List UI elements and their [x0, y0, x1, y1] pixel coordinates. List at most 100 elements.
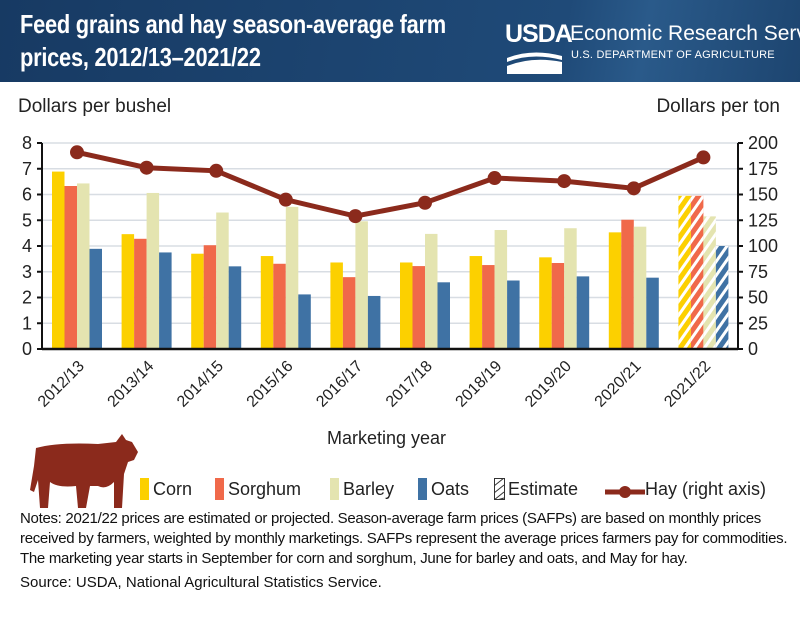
estimate-hatch — [678, 195, 691, 349]
x-tick-label: 2019/20 — [522, 358, 575, 411]
estimate-hatch — [715, 246, 729, 349]
x-tick-label: 2014/15 — [174, 358, 227, 411]
bar-barley — [633, 226, 647, 349]
bar-corn — [608, 232, 622, 349]
bar-oats — [228, 266, 242, 349]
bar-barley — [425, 233, 438, 349]
x-tick-label: 2020/21 — [592, 358, 645, 411]
y-tick-label-left: 6 — [22, 185, 32, 205]
y-tick-label-left: 1 — [22, 313, 32, 333]
legend-swatch — [330, 478, 339, 500]
x-tick-label: 2017/18 — [383, 358, 436, 411]
bar-oats — [646, 277, 659, 349]
bar-oats — [367, 295, 381, 349]
bar-corn — [539, 257, 552, 349]
bar-sorghum — [203, 245, 217, 349]
bar-corn — [400, 262, 413, 349]
bar-barley — [494, 230, 508, 349]
hay-point — [70, 145, 84, 160]
plot-area: 0 1 2 3 4 5 6 7 8 0 25 50 75 100 125 150 175 200 2012/13 20… — [22, 133, 778, 411]
legend-swatch — [140, 478, 149, 500]
legend-label: Sorghum — [228, 479, 302, 499]
bar-sorghum — [273, 263, 286, 349]
legend-barley: Barley — [330, 478, 394, 500]
x-tick-label: 2021/22 — [661, 358, 714, 411]
y-tick-label-right: 150 — [748, 185, 778, 205]
bar-oats — [437, 282, 450, 349]
y-tick-label-right: 125 — [748, 210, 778, 230]
bar-barley — [146, 192, 160, 349]
hay-point — [278, 192, 293, 207]
bar-sorghum — [621, 219, 634, 349]
y-tick-label-left: 4 — [22, 236, 32, 256]
bar-oats — [298, 294, 311, 349]
department-name: U.S. DEPARTMENT OF AGRICULTURE — [571, 49, 775, 61]
x-tick-label: 2016/17 — [313, 358, 366, 411]
legend-swatch — [418, 478, 427, 500]
legend-label: Hay (right axis) — [645, 479, 767, 499]
hay-point — [348, 209, 363, 224]
bar-corn — [121, 234, 135, 349]
x-tick-label: 2015/16 — [244, 358, 297, 411]
bar-corn — [52, 171, 65, 349]
bar-sorghum — [342, 277, 356, 349]
legend-estimate: Estimate — [494, 478, 578, 500]
agency-name: Economic Research Service — [570, 22, 800, 45]
y-tick-label-right: 0 — [748, 339, 758, 359]
bar-barley — [564, 228, 577, 349]
bar-barley — [355, 221, 368, 349]
hay-point — [557, 174, 572, 189]
y-tick-label-left: 5 — [22, 210, 32, 230]
y-tick-label-right: 50 — [748, 288, 768, 308]
estimate-hatch — [703, 216, 716, 349]
legend-oats: Oats — [418, 478, 469, 500]
bar-oats — [576, 276, 590, 349]
bar-corn — [330, 262, 343, 349]
estimate-hatch — [690, 195, 704, 349]
y-tick-label-left: 3 — [22, 262, 32, 282]
footer: Notes: 2021/22 prices are estimated or p… — [20, 509, 790, 593]
bar-barley — [285, 206, 299, 349]
hatch-swatch — [494, 478, 505, 500]
bar-sorghum — [64, 186, 77, 349]
x-tick-label: 2012/13 — [35, 358, 88, 411]
x-tick-label: 2018/19 — [453, 358, 506, 411]
y-tick-label-left: 0 — [22, 339, 32, 359]
y-tick-label-right: 75 — [748, 262, 768, 282]
y-tick-label-right: 25 — [748, 313, 768, 333]
bar-sorghum — [482, 265, 495, 349]
y-tick-label-right: 100 — [748, 236, 778, 256]
bar-sorghum — [551, 262, 565, 349]
bar-oats — [159, 252, 172, 349]
y-tick-label-left: 7 — [22, 159, 32, 179]
hay-line — [76, 149, 705, 219]
hay-point — [139, 160, 154, 175]
hay-point — [209, 163, 224, 178]
bar-corn — [191, 253, 204, 349]
legend-hay: Hay (right axis) — [605, 478, 766, 500]
legend-label: Corn — [153, 479, 193, 499]
notes: Notes: 2021/22 prices are estimated or p… — [20, 510, 788, 567]
y-axis-label-right: Dollars per ton — [656, 96, 780, 117]
legend-label: Oats — [431, 479, 470, 499]
hay-point — [418, 195, 432, 210]
bar-corn — [469, 256, 483, 349]
usda-logo: USDA — [505, 20, 573, 48]
bar-barley — [216, 212, 229, 349]
y-tick-label-left: 2 — [22, 288, 32, 308]
hay-point — [487, 171, 502, 186]
header-banner: Feed grains and hay season-average farm … — [0, 0, 800, 82]
hay-point — [626, 181, 641, 196]
line-swatch — [605, 486, 645, 498]
y-tick-label-right: 200 — [748, 133, 778, 153]
legend-label: Barley — [343, 479, 395, 499]
legend-label: Estimate — [508, 479, 579, 499]
bar-corn — [260, 256, 274, 349]
chart-title: Feed grains and hay season-average farm … — [20, 9, 446, 72]
y-tick-label-left: 8 — [22, 133, 32, 153]
cow-icon — [30, 434, 138, 508]
bar-barley — [77, 183, 90, 349]
source: Source: USDA, National Agricultural Stat… — [20, 574, 382, 591]
legend-swatch — [215, 478, 224, 500]
